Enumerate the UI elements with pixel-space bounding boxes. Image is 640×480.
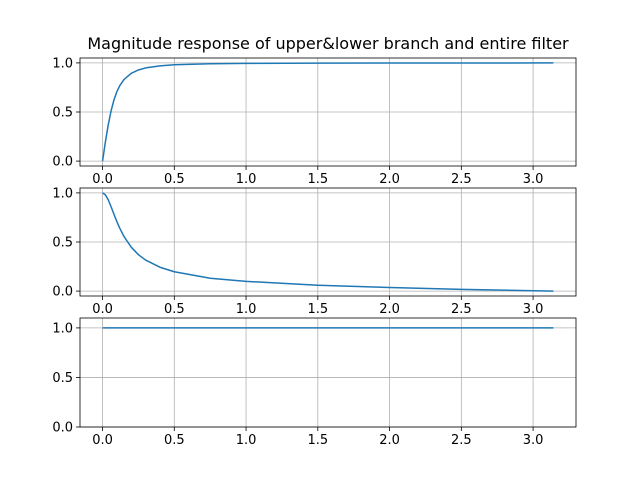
y-tick-label: 0.0	[52, 155, 73, 170]
subplot-3: 0.0 0.5 1.0 1.5 2.0 2.5 3.0 0.0 0.5 1.0	[52, 317, 577, 448]
y-tick-label: 0.5	[52, 236, 73, 251]
subplots: 0.0 0.5 1.0 1.5 2.0 2.5 3.0 0.0 0.5 1.0 0.0 0.5 1.0 1…	[52, 56, 577, 448]
x-tick-label: 2.5	[451, 172, 472, 187]
y-tick-label: 1.0	[52, 321, 73, 336]
y-tick-label: 0.0	[52, 285, 73, 300]
x-tick-label: 1.5	[307, 302, 328, 317]
series-line-1	[101, 62, 554, 162]
x-tick-label: 2.5	[451, 433, 472, 448]
x-tick-label: 3.0	[523, 172, 544, 187]
x-tick-label: 1.0	[236, 172, 257, 187]
chart-title: Magnitude response of upper&lower branch…	[87, 34, 569, 53]
x-tick-label: 0.0	[92, 172, 113, 187]
subplot-2: 0.0 0.5 1.0 1.5 2.0 2.5 3.0 0.0 0.5 1.0	[52, 186, 577, 317]
x-tick-label: 1.0	[236, 302, 257, 317]
subplot-1: 0.0 0.5 1.0 1.5 2.0 2.5 3.0 0.0 0.5 1.0	[52, 56, 577, 187]
x-tick-label: 2.5	[451, 302, 472, 317]
x-tick-label: 0.0	[92, 433, 113, 448]
axes-frame	[79, 317, 577, 428]
x-tick-label: 0.0	[92, 302, 113, 317]
y-tick-label: 1.0	[52, 56, 73, 71]
x-tick-label: 0.5	[164, 433, 185, 448]
x-tick-label: 2.0	[379, 302, 400, 317]
x-tick-label: 2.0	[379, 172, 400, 187]
x-tick-label: 1.5	[307, 433, 328, 448]
x-tick-label: 3.0	[523, 302, 544, 317]
x-tick-label: 2.0	[379, 433, 400, 448]
x-tick-label: 1.0	[236, 433, 257, 448]
y-tick-label: 0.0	[52, 421, 73, 436]
x-tick-label: 0.5	[164, 302, 185, 317]
x-tick-label: 1.5	[307, 172, 328, 187]
series-line-1	[102, 192, 554, 292]
x-tick-label: 0.5	[164, 172, 185, 187]
x-tick-label: 3.0	[523, 433, 544, 448]
y-tick-label: 0.5	[52, 371, 73, 386]
y-tick-label: 1.0	[52, 186, 73, 201]
y-tick-label: 0.5	[52, 106, 73, 121]
